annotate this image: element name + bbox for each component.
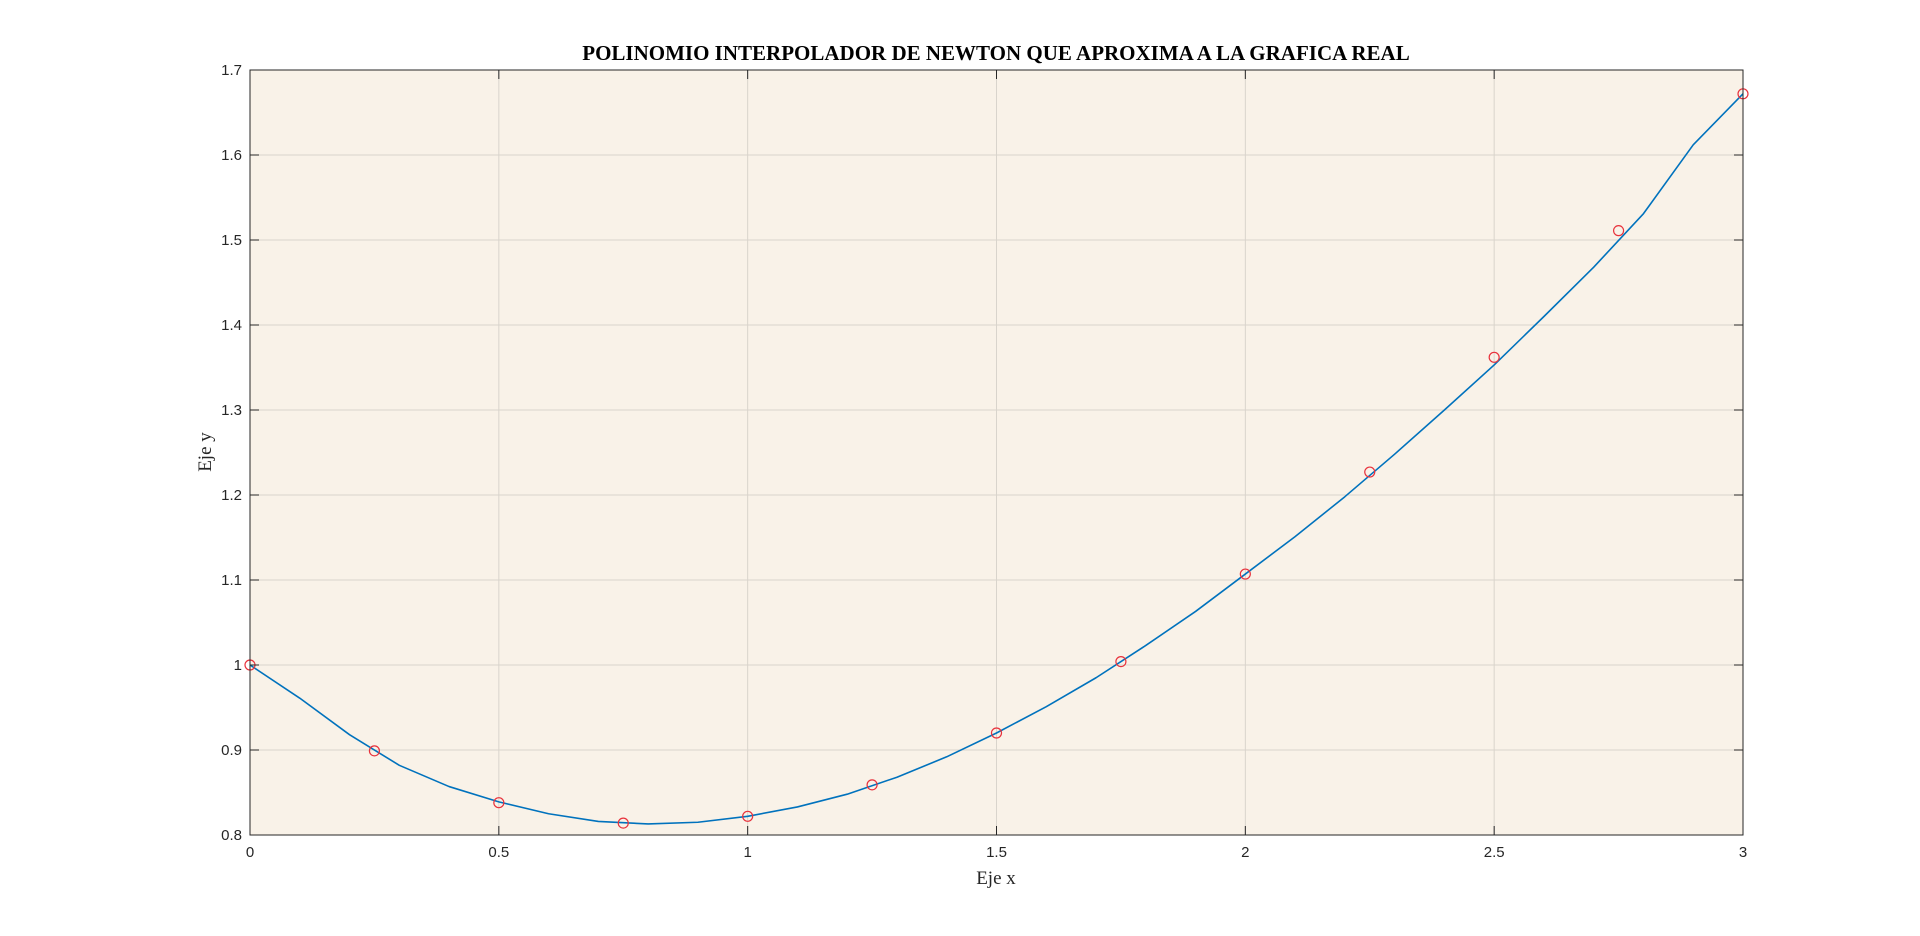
x-tick-label: 1.5 xyxy=(986,844,1007,861)
x-tick-label: 0 xyxy=(246,844,254,861)
y-tick-label: 0.8 xyxy=(221,827,242,844)
axes-box xyxy=(249,69,1744,836)
axes-frame xyxy=(249,69,1744,836)
data-point-marker xyxy=(1239,568,1251,580)
data-point-marker xyxy=(990,727,1003,739)
y-tick-label: 0.9 xyxy=(221,742,242,759)
x-tick-label: 2.5 xyxy=(1484,844,1505,861)
y-tick-label: 1.6 xyxy=(221,147,242,164)
y-axis-title: Eje y xyxy=(195,432,216,472)
x-tick-label: 0.5 xyxy=(488,844,509,861)
y-tick-label: 1.7 xyxy=(221,62,242,79)
y-tick-label: 1.5 xyxy=(221,232,242,249)
x-tick-label: 3 xyxy=(1739,844,1747,861)
data-point-marker xyxy=(742,810,754,822)
y-tick-label: 1 xyxy=(234,657,242,674)
data-point-marker xyxy=(1115,655,1127,668)
y-tick-label: 1.4 xyxy=(221,317,242,334)
x-tick-label: 2 xyxy=(1241,844,1249,861)
data-point-marker xyxy=(1488,351,1500,363)
y-tick-label: 1.2 xyxy=(221,487,242,504)
data-point-marker xyxy=(1364,466,1376,478)
x-tick-label: 1 xyxy=(743,844,751,861)
y-tick-label: 1.1 xyxy=(221,572,242,589)
data-point-marker xyxy=(368,745,381,757)
data-point-marker xyxy=(1612,225,1625,237)
chart-title: POLINOMIO INTERPOLADOR DE NEWTON QUE APR… xyxy=(582,41,1409,65)
x-axis-title: Eje x xyxy=(976,868,1016,889)
data-point-marker xyxy=(866,779,878,791)
y-tick-label: 1.3 xyxy=(221,402,242,419)
interpolating-curve xyxy=(249,93,1744,825)
grid-lines xyxy=(250,70,1743,835)
tick-labels: 0 0.5 1 1.5 2 2.5 3 0.8 0.9 1 1.1 1.2 1.3 1.4 1.5 1.6 1.… xyxy=(221,62,1747,861)
data-point-marker xyxy=(617,817,629,829)
data-point-marker xyxy=(493,797,505,809)
